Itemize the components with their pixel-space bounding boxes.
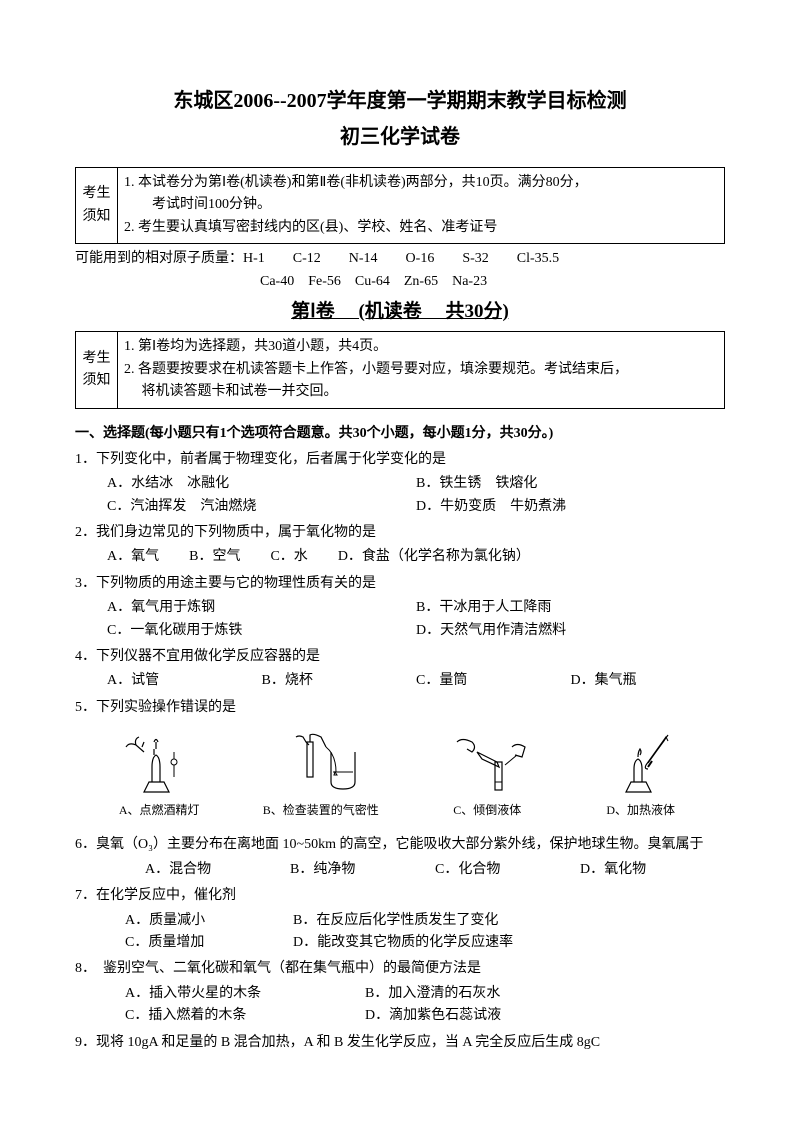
notice-line: 1. 第Ⅰ卷均为选择题，共30道小题，共4页。	[124, 336, 718, 358]
q4-opt-a: A．试管	[107, 670, 262, 692]
q5-images: A、点燃酒精灯 B、检查装置的气密性 C、倾倒液体 D、	[75, 727, 725, 820]
q3-opt-b: B．干冰用于人工降雨	[416, 597, 725, 619]
q4-opt-d: D．集气瓶	[571, 670, 726, 692]
q5-caption-d: D、加热液体	[596, 801, 686, 820]
q3-opt-a: A．氧气用于炼钢	[107, 597, 416, 619]
q7-opt-b: B．在反应后化学性质发生了变化	[293, 910, 725, 932]
q7-opt-a: A．质量减小	[125, 910, 293, 932]
q2-opt-c: C．水	[270, 546, 337, 568]
q8-opt-a: A．插入带火星的木条	[125, 983, 365, 1005]
q6-opt-d: D．氧化物	[580, 859, 725, 881]
q4-opt-c: C．量筒	[416, 670, 571, 692]
q1-opt-c: C．汽油挥发 汽油燃烧	[107, 496, 416, 518]
atomic-masses: 可能用到的相对原子质量：H-1 C-12 N-14 O-16 S-32 Cl-3…	[75, 248, 725, 293]
q2-opt-a: A．氧气	[107, 546, 189, 568]
notice-label-line1: 考生	[83, 348, 111, 370]
pour-liquid-icon	[437, 727, 537, 797]
q6-opt-b: B．纯净物	[290, 859, 435, 881]
q1-opt-b: B．铁生锈 铁熔化	[416, 473, 725, 495]
q7-opt-c: C．质量增加	[125, 932, 293, 954]
title-main: 东城区2006--2007学年度第一学期期末教学目标检测	[75, 85, 725, 117]
q3-text: 3．下列物质的用途主要与它的物理性质有关的是	[75, 573, 725, 595]
notice-label: 考生 须知	[76, 332, 118, 407]
notice-line: 1. 本试卷分为第Ⅰ卷(机读卷)和第Ⅱ卷(非机读卷)两部分，共10页。满分80分…	[124, 172, 718, 194]
q4-text: 4．下列仪器不宜用做化学反应容器的是	[75, 646, 725, 668]
q7-opt-d: D．能改变其它物质的化学反应速率	[293, 932, 725, 954]
notice-content: 1. 本试卷分为第Ⅰ卷(机读卷)和第Ⅱ卷(非机读卷)两部分，共10页。满分80分…	[118, 168, 724, 243]
q8-opt-b: B．加入澄清的石灰水	[365, 983, 725, 1005]
notice-line: 将机读答题卡和试卷一并交回。	[124, 381, 718, 403]
q5-caption-a: A、点燃酒精灯	[114, 801, 204, 820]
q8-opt-c: C．插入燃着的木条	[125, 1005, 365, 1027]
q4-opt-b: B．烧杯	[262, 670, 417, 692]
q9-text: 9．现将 10gA 和足量的 B 混合加热，A 和 B 发生化学反应，当 A 完…	[75, 1032, 725, 1054]
q3-opt-c: C．一氧化碳用于炼铁	[107, 620, 416, 642]
notice-box-2: 考生 须知 1. 第Ⅰ卷均为选择题，共30道小题，共4页。 2. 各题要按要求在…	[75, 331, 725, 408]
q1-opt-d: D．牛奶变质 牛奶煮沸	[416, 496, 725, 518]
airtight-check-icon	[271, 727, 371, 797]
notice-line: 2. 考生要认真填写密封线内的区(县)、学校、姓名、准考证号	[124, 217, 718, 239]
q6-opt-c: C．化合物	[435, 859, 580, 881]
q5-img-b: B、检查装置的气密性	[263, 727, 379, 820]
q3-opt-d: D．天然气用作清洁燃料	[416, 620, 725, 642]
q5-caption-c: C、倾倒液体	[437, 801, 537, 820]
heat-liquid-icon	[596, 727, 686, 797]
notice-label-line2: 须知	[83, 206, 111, 228]
atomic-line2: Ca-40 Fe-56 Cu-64 Zn-65 Na-23	[75, 271, 725, 293]
notice-content: 1. 第Ⅰ卷均为选择题，共30道小题，共4页。 2. 各题要按要求在机读答题卡上…	[118, 332, 724, 407]
q1-text: 1．下列变化中，前者属于物理变化，后者属于化学变化的是	[75, 449, 725, 471]
q5-caption-b: B、检查装置的气密性	[263, 801, 379, 820]
q2-opt-b: B．空气	[189, 546, 270, 568]
q5-img-c: C、倾倒液体	[437, 727, 537, 820]
section-selection-label: 一、选择题(每小题只有1个选项符合题意。共30个小题，每小题1分，共30分。)	[75, 423, 725, 445]
notice-box-1: 考生 须知 1. 本试卷分为第Ⅰ卷(机读卷)和第Ⅱ卷(非机读卷)两部分，共10页…	[75, 167, 725, 244]
q5-img-d: D、加热液体	[596, 727, 686, 820]
q6-text: 6．臭氧（O₃）主要分布在离地面 10~50km 的高空，它能吸收大部分紫外线，…	[75, 834, 725, 856]
q8-opt-d: D．滴加紫色石蕊试液	[365, 1005, 725, 1027]
q2-text: 2．我们身边常见的下列物质中，属于氧化物的是	[75, 522, 725, 544]
notice-label-line2: 须知	[83, 370, 111, 392]
notice-line: 考试时间100分钟。	[124, 194, 718, 216]
notice-label-line1: 考生	[83, 183, 111, 205]
atomic-line1: 可能用到的相对原子质量：H-1 C-12 N-14 O-16 S-32 Cl-3…	[75, 248, 725, 270]
q1-opt-a: A．水结冰 冰融化	[107, 473, 416, 495]
title-sub: 初三化学试卷	[75, 121, 725, 153]
alcohol-lamp-icon	[114, 727, 204, 797]
q7-text: 7．在化学反应中，催化剂	[75, 885, 725, 907]
notice-label: 考生 须知	[76, 168, 118, 243]
q5-img-a: A、点燃酒精灯	[114, 727, 204, 820]
q2-opt-d: D．食盐（化学名称为氯化钠）	[338, 546, 560, 568]
section-title: 第Ⅰ卷 (机读卷 共30分)	[75, 297, 725, 327]
notice-line: 2. 各题要按要求在机读答题卡上作答，小题号要对应，填涂要规范。考试结束后，	[124, 359, 718, 381]
q6-opt-a: A．混合物	[145, 859, 290, 881]
q8-text: 8． 鉴别空气、二氧化碳和氧气（都在集气瓶中）的最简便方法是	[75, 958, 725, 980]
q5-text: 5．下列实验操作错误的是	[75, 697, 725, 719]
